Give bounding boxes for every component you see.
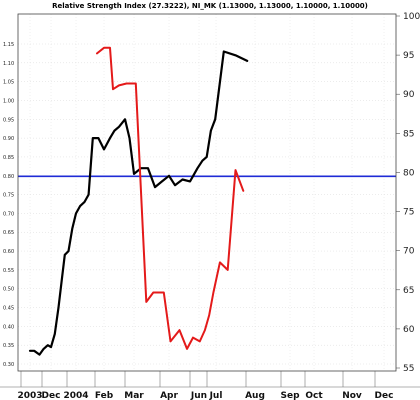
left-tick-label: 0.75: [3, 193, 14, 199]
left-tick-label: 1.05: [3, 80, 14, 86]
x-tick-label: 2004: [63, 391, 88, 400]
right-tick-label: 85: [403, 129, 414, 139]
right-tick-label: 65: [403, 286, 414, 296]
left-tick-label: 1.00: [3, 98, 14, 104]
left-tick-label: 1.10: [3, 61, 14, 67]
grid: [18, 14, 396, 371]
right-tick-label: 95: [403, 51, 414, 61]
left-axis: 1.15 1.10 1.05 1.00 0.95 0.90 0.85 0.80 0.75 0.70…: [3, 42, 14, 368]
left-tick-label: 0.70: [3, 211, 14, 217]
left-tick-label: 0.55: [3, 268, 14, 274]
chart-title: Relative Strength Index (27.3222), NI_MK…: [52, 2, 368, 10]
left-tick-label: 0.85: [3, 155, 14, 161]
left-tick-label: 1.15: [3, 42, 14, 48]
x-tick-label: Sep: [280, 391, 300, 400]
left-tick-label: 0.30: [3, 362, 14, 368]
series-line-black: [28, 50, 249, 356]
series-line-red: [96, 46, 245, 350]
x-tick-label: Aug: [245, 391, 265, 400]
right-tick-label: 55: [403, 364, 414, 374]
left-tick-label: 0.50: [3, 287, 14, 293]
x-tick-label: Nov: [342, 391, 362, 400]
series-group: [28, 46, 249, 356]
left-tick-label: 0.60: [3, 249, 14, 255]
x-tick-label: Mar: [124, 391, 144, 400]
x-tick-label: Apr: [160, 391, 178, 400]
right-tick-label: 90: [403, 90, 415, 100]
x-tick-label: Feb: [95, 391, 114, 400]
right-tick-label: 70: [403, 247, 415, 257]
right-tick-label: 75: [403, 208, 414, 218]
left-tick-label: 0.40: [3, 324, 14, 330]
x-tick-label: Dec: [42, 391, 61, 400]
right-axis: 100 95 90 85 80 75 70 65 60 55: [396, 12, 420, 374]
left-tick-label: 0.65: [3, 230, 14, 236]
left-tick-label: 0.80: [3, 174, 14, 180]
right-tick-label: 80: [403, 168, 415, 178]
left-tick-label: 0.90: [3, 136, 14, 142]
plot-frame: [17, 13, 397, 372]
x-tick-label: 2003: [17, 391, 42, 400]
left-tick-label: 0.35: [3, 343, 14, 349]
left-tick-label: 0.45: [3, 306, 14, 312]
left-tick-label: 0.95: [3, 117, 14, 123]
right-tick-label: 60: [403, 325, 415, 335]
x-tick-label: Jun: [190, 391, 207, 400]
x-axis: 2003 Dec 2004 Feb Mar Apr Jun Jul Aug Sep Oct Nov De…: [17, 371, 393, 400]
x-tick-label: Oct: [305, 391, 323, 400]
x-tick-label: Dec: [375, 391, 394, 400]
x-tick-label: Jul: [209, 391, 223, 400]
right-tick-label: 100: [403, 12, 420, 22]
